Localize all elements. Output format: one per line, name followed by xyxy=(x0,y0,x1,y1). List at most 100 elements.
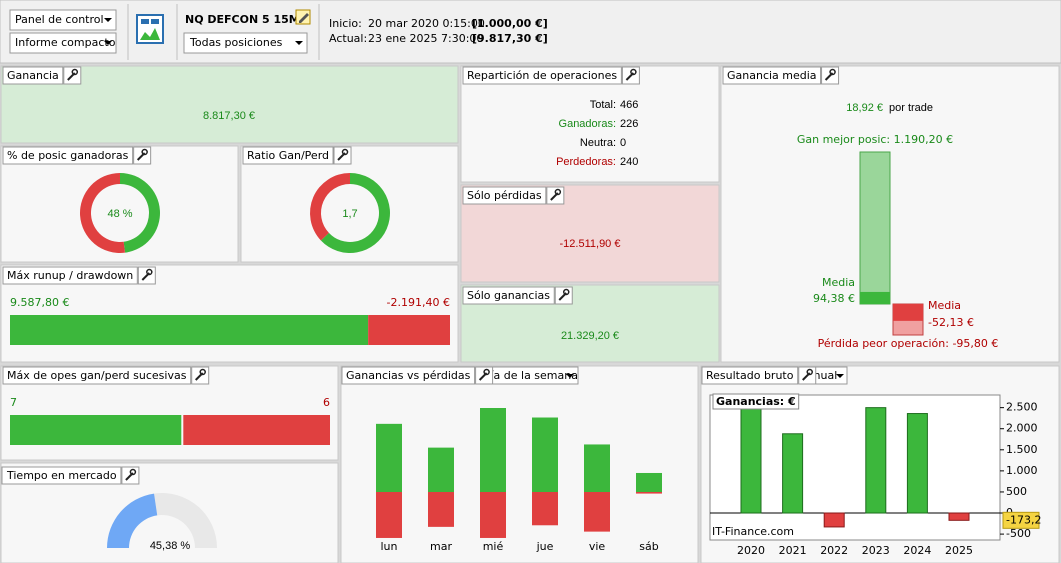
profit-value: 8.817,30 € xyxy=(203,110,255,122)
bar xyxy=(428,492,454,527)
start-balance: [1.000,00 €] xyxy=(472,17,548,30)
edit-icon[interactable] xyxy=(295,9,311,25)
losses-value: -12.511,90 € xyxy=(560,238,621,250)
end-date: 23 ene 2025 7:30:00 xyxy=(368,32,483,45)
bar xyxy=(480,492,506,538)
bar xyxy=(782,433,804,514)
wrench-head xyxy=(829,68,836,76)
title-box xyxy=(2,146,134,165)
wrench-icon[interactable] xyxy=(546,186,565,205)
bar xyxy=(865,407,887,514)
title-box xyxy=(2,266,138,285)
panel-title: Ratio Gan/Perd xyxy=(247,149,329,162)
trade-row-label: Neutra: xyxy=(580,137,616,149)
x-tick-label: 2023 xyxy=(862,544,890,557)
drawdown-label: -2.191,40 € xyxy=(387,296,450,309)
legend-label: Ganancias: € xyxy=(716,395,796,408)
wrench-icon[interactable] xyxy=(63,66,82,85)
bar xyxy=(948,512,970,521)
wrench-icon[interactable] xyxy=(798,366,817,385)
wrench-head xyxy=(483,368,490,376)
x-tick-label: vie xyxy=(589,540,606,553)
runup-bar xyxy=(10,315,369,345)
avg-win-value: 94,38 € xyxy=(813,292,855,305)
trade-row-value: 466 xyxy=(620,99,638,111)
panel-title: Repartición de operaciones xyxy=(467,69,617,82)
panel-title: Ganancia xyxy=(7,69,59,82)
panel xyxy=(460,65,720,183)
title-box xyxy=(701,366,799,385)
title-box xyxy=(462,286,555,305)
wrench-head xyxy=(630,68,637,76)
strategy-name: NQ DEFCON 5 15Mn xyxy=(185,13,308,26)
wrench-head xyxy=(341,148,349,156)
menu[interactable]: Panel de control xyxy=(15,13,104,26)
avg-win-label: Media xyxy=(822,276,855,289)
avg-unit: por trade xyxy=(889,102,933,114)
trade-row-value: 226 xyxy=(620,118,638,130)
bar xyxy=(376,423,402,492)
drawdown-bar xyxy=(368,315,450,345)
bar xyxy=(636,472,662,492)
panel-title: Máx runup / drawdown xyxy=(7,269,133,282)
x-tick-label: sáb xyxy=(639,540,658,553)
wrench-head xyxy=(806,368,813,376)
title-box xyxy=(2,366,192,385)
legend-box xyxy=(712,393,800,410)
wrench-icon[interactable] xyxy=(554,286,573,305)
runup-label: 9.587,80 € xyxy=(10,296,69,309)
x-tick-label: jue xyxy=(536,540,554,553)
select[interactable] xyxy=(9,9,117,31)
wrench-icon[interactable] xyxy=(191,366,210,385)
worst-label: Pérdida peor operación: -95,80 € xyxy=(818,337,999,350)
wrench-head xyxy=(71,68,79,76)
wrench-icon[interactable] xyxy=(621,66,640,85)
wrench-icon[interactable] xyxy=(121,466,140,485)
donut-label: 48 % xyxy=(107,208,132,220)
bar xyxy=(428,447,454,492)
panel-title: Ganancias vs pérdidas xyxy=(346,369,471,382)
y-tick-label: 1.000 xyxy=(1006,464,1038,477)
x-tick-label: 2025 xyxy=(945,544,973,557)
y-tick-label: 2.500 xyxy=(1006,401,1038,414)
avg-loss-value: -52,13 € xyxy=(928,316,974,329)
wrench-icon[interactable] xyxy=(821,66,840,85)
losses-label: 6 xyxy=(323,396,330,409)
avg-loss-label: Media xyxy=(928,299,961,312)
y-tick-label: 500 xyxy=(1006,485,1027,498)
report-icon[interactable] xyxy=(136,14,164,44)
title-box xyxy=(2,66,64,85)
wrench-icon[interactable] xyxy=(475,366,494,385)
period-select[interactable]: Día de la semana xyxy=(482,369,578,382)
avg-loss-bar xyxy=(893,304,923,321)
bar xyxy=(823,512,845,528)
x-tick-label: mié xyxy=(483,540,504,553)
gains-value: 21.329,20 € xyxy=(561,330,619,342)
wrench-icon[interactable] xyxy=(133,146,152,165)
gauge-track xyxy=(154,493,217,548)
wrench-icon[interactable] xyxy=(333,146,352,165)
panel-title: Máx de opes gan/perd sucesivas xyxy=(7,369,187,382)
wrench-icon[interactable] xyxy=(137,266,156,285)
trade-row-label: Total: xyxy=(590,99,616,111)
wins-label: 7 xyxy=(10,396,17,409)
donut-loss xyxy=(79,173,126,253)
panel-title: Sólo ganancias xyxy=(467,289,550,302)
best-bar xyxy=(859,151,891,305)
positions-filter[interactable]: Todas posiciones xyxy=(189,36,283,49)
x-tick-label: 2020 xyxy=(737,544,765,557)
avg-win-bar xyxy=(860,291,890,304)
donut-win xyxy=(320,173,390,254)
wins-bar xyxy=(10,415,182,445)
menu[interactable]: Informe compacto xyxy=(15,36,116,49)
y-tick-label: 1.500 xyxy=(1006,443,1038,456)
avg-value: 18,92 € xyxy=(846,102,883,114)
select[interactable] xyxy=(9,32,117,54)
wrench-head xyxy=(129,468,137,476)
wrench-head xyxy=(141,148,148,156)
select[interactable] xyxy=(183,32,308,54)
value-label: -173,2 xyxy=(1006,513,1041,526)
donut-loss xyxy=(310,173,350,241)
panel-title: Sólo pérdidas xyxy=(467,189,542,202)
